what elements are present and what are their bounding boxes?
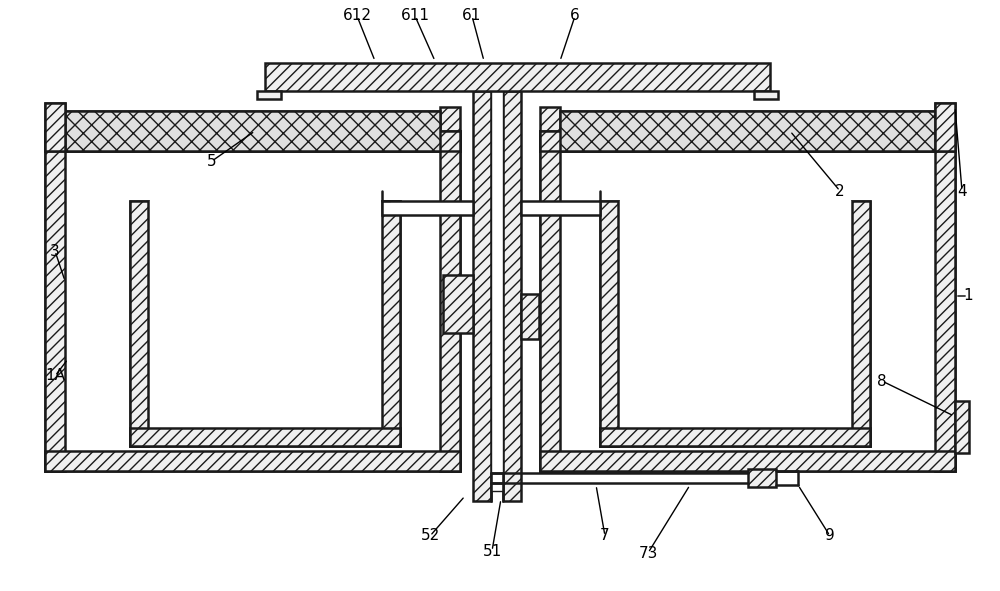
Bar: [382, 201, 473, 215]
Bar: [65, 111, 440, 151]
Bar: [540, 451, 955, 471]
Bar: [440, 131, 460, 471]
Bar: [540, 131, 560, 471]
Text: 2: 2: [835, 183, 845, 199]
Text: 51: 51: [482, 544, 502, 558]
Bar: [65, 151, 440, 451]
Bar: [618, 201, 852, 428]
Text: 9: 9: [825, 528, 835, 544]
Bar: [45, 131, 460, 151]
Bar: [521, 201, 600, 215]
Text: 1: 1: [963, 288, 973, 304]
Text: 8: 8: [877, 374, 887, 388]
Bar: [600, 201, 618, 446]
Bar: [540, 131, 955, 151]
Bar: [935, 103, 955, 151]
Bar: [382, 201, 400, 446]
Bar: [45, 131, 460, 151]
Bar: [257, 91, 281, 99]
Bar: [852, 201, 870, 446]
Text: 5: 5: [207, 154, 217, 168]
Bar: [560, 111, 935, 151]
Bar: [45, 131, 65, 471]
Bar: [491, 91, 503, 491]
Bar: [473, 91, 491, 501]
Bar: [45, 451, 460, 471]
Text: 611: 611: [400, 8, 430, 24]
Text: 52: 52: [420, 528, 440, 544]
Bar: [130, 201, 148, 446]
Bar: [521, 294, 539, 339]
Bar: [265, 63, 770, 91]
Bar: [560, 151, 935, 451]
Bar: [443, 275, 473, 333]
Bar: [45, 131, 65, 471]
Bar: [45, 103, 65, 151]
Bar: [600, 428, 870, 446]
Bar: [382, 201, 400, 446]
Bar: [600, 201, 618, 446]
Bar: [754, 91, 778, 99]
Bar: [955, 401, 969, 453]
Bar: [503, 91, 521, 501]
Bar: [440, 131, 460, 471]
Text: 4: 4: [957, 183, 967, 199]
Bar: [540, 131, 560, 471]
Text: 6: 6: [570, 8, 580, 24]
Bar: [540, 451, 955, 471]
Bar: [440, 107, 460, 151]
Bar: [130, 201, 148, 446]
Bar: [935, 103, 955, 151]
Bar: [45, 103, 65, 151]
Text: 612: 612: [342, 8, 372, 24]
Bar: [852, 201, 870, 446]
Bar: [148, 201, 382, 428]
Bar: [540, 107, 560, 151]
Text: 1A: 1A: [45, 369, 65, 384]
Text: 73: 73: [638, 545, 658, 560]
Text: 7: 7: [600, 528, 610, 544]
Bar: [130, 428, 400, 446]
Bar: [600, 428, 870, 446]
Bar: [935, 131, 955, 471]
Bar: [45, 451, 460, 471]
Bar: [540, 131, 955, 151]
Text: 3: 3: [50, 243, 60, 258]
Bar: [748, 469, 776, 487]
Text: 61: 61: [462, 8, 482, 24]
Bar: [130, 428, 400, 446]
Bar: [560, 111, 935, 151]
Bar: [935, 131, 955, 471]
Bar: [65, 111, 440, 151]
